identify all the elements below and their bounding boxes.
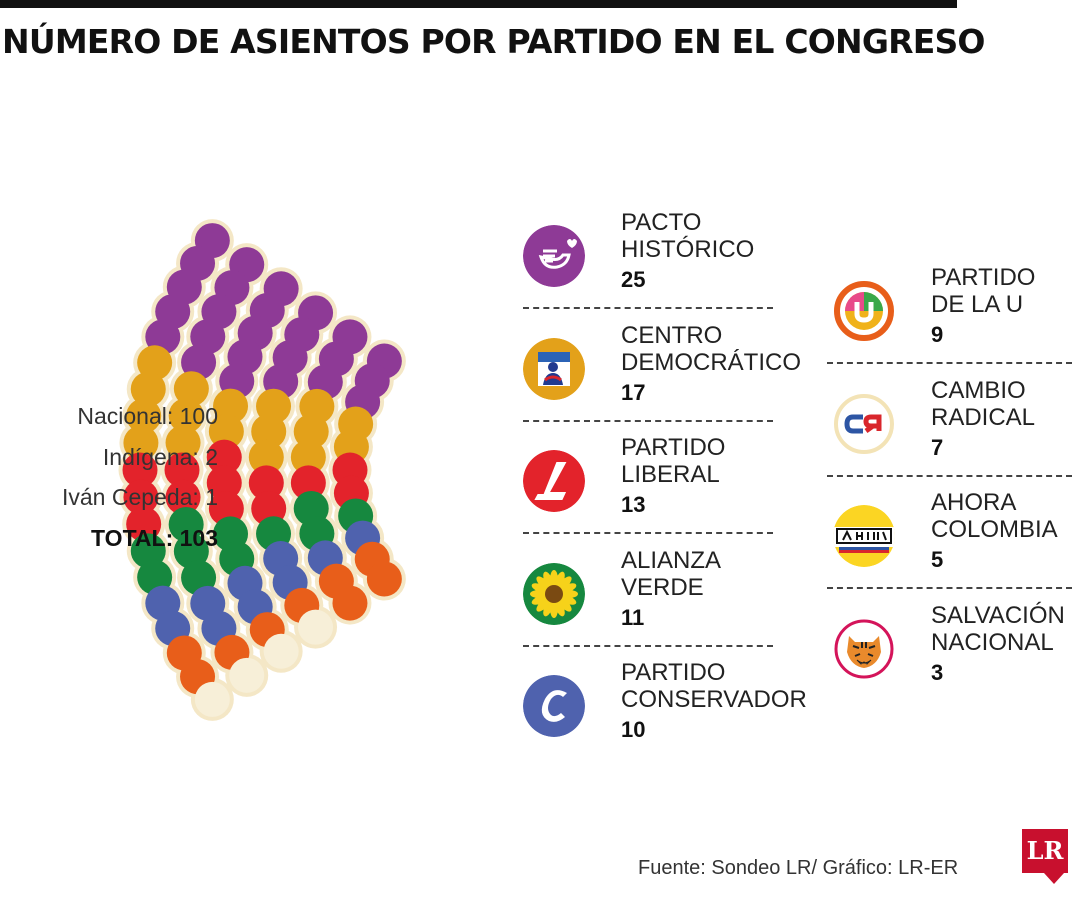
total-cepeda: Iván Cepeda: 1 [61,484,218,510]
legend-item-salvacion-nacional: SALVACIÓN NACIONAL 3 [833,602,1080,702]
u-icon [833,280,895,342]
legend-seat-count: 5 [931,547,944,572]
source-note: Fuente: Sondeo LR/ Gráfico: LR-ER [638,857,959,879]
legend-seat-count: 13 [621,492,646,517]
seat-centro-democratico [126,398,162,434]
legend-divider [523,644,773,647]
seat-centro-democratico [293,414,329,450]
legend-party-name: PARTIDO DE LA U [931,264,1036,318]
seat-alianza-verde [130,533,166,569]
cr-icon [833,392,895,455]
seat-centro-democratico [208,413,244,449]
lr-logo: LR [1022,829,1068,873]
legend-seat-count: 11 [621,604,645,630]
seat-partido-liberal [206,439,242,475]
legend-item-alianza-verde: ALIANZA VERDE 11 [523,547,783,647]
seat-partido-liberal [290,465,326,501]
seat-partido-liberal [164,452,200,488]
seat-centro-democratico [173,371,209,407]
seat-centro-democratico [251,414,287,450]
figure-icon [523,337,585,400]
seat-centro-democratico [165,425,201,461]
legend-item-pacto-historico: PACTO HISTÓRICO 25 [523,209,783,309]
legend-seat-count: 7 [931,434,944,460]
legend-party-name: CAMBIO RADICAL [931,376,1036,431]
legend-divider [523,532,773,534]
seat-partido-liberal [165,479,201,515]
tiger-icon [833,617,895,680]
seat-cambio-radical [298,609,334,645]
legend-seat-count: 9 [931,322,944,347]
seat-cambio-radical [263,633,299,669]
seat-centro-democratico [137,345,173,381]
seat-partido-liberal [248,465,284,501]
legend-item-partido-liberal: PARTIDO LIBERAL 13 [523,434,783,534]
seat-partido-liberal [122,452,158,488]
legend-item-partido-conservador: PARTIDO CONSERVADOR 10 [523,659,807,759]
total-seats: TOTAL: 103 [91,524,218,551]
seat-partido-liberal [126,506,162,542]
legend-item-partido-de-la-u: PARTIDO DE LA U 9 [833,264,1080,364]
legend-party-name: CENTRO DEMOCRÁTICO [621,321,801,376]
legend-divider [827,587,1072,589]
legend-seat-count: 10 [621,717,646,742]
sunflower-icon [523,562,585,625]
legend-item-ahora-colombia: AHORA COLOMBIA 5 [833,489,1080,589]
dove-icon [523,225,585,287]
seat-centro-democratico [290,439,326,475]
seat-cambio-radical [194,681,230,717]
parliament-chart [118,219,406,721]
chart-title: NÚMERO DE ASIENTOS POR PARTIDO EN EL CON… [2,22,985,61]
total-indigena: Indígena: 2 [102,443,218,470]
l-icon [523,450,585,512]
legend-divider [523,419,773,422]
legend-party-name: SALVACIÓN NACIONAL [931,601,1065,656]
legend-divider [523,307,773,309]
top-rule [0,0,957,8]
legend-party-name: PARTIDO LIBERAL [621,434,726,488]
seat-centro-democratico [168,398,204,434]
seat-totals: Nacional: 100 Indígena: 2 Iván Cepeda: 1… [20,396,218,558]
legend-seat-count: 3 [931,659,944,685]
legend-party-name: PACTO HISTÓRICO [621,209,755,263]
seat-partido-liberal [206,465,242,501]
legend-party-name: AHORA COLOMBIA [931,489,1058,543]
seat-partido-de-la-u [366,561,402,597]
seat-partido-liberal [123,479,159,515]
seat-partido-de-la-u [332,585,368,621]
legend-divider [827,474,1072,477]
legend-seat-count: 17 [621,379,646,405]
legend-item-centro-democratico: CENTRO DEMOCRÁTICO 17 [523,322,801,422]
seat-cambio-radical [229,657,265,693]
legend-seat-count: 25 [621,267,646,292]
seat-alianza-verde [168,506,204,542]
legend-item-cambio-radical: CAMBIO RADICAL 7 [833,377,1080,477]
seat-centro-democratico [248,439,284,475]
seat-pacto-historico [181,344,217,380]
ahora-icon [833,505,895,567]
seat-alianza-verde [173,533,209,569]
legend-party-name: PARTIDO CONSERVADOR [621,659,807,713]
c-icon [523,675,585,737]
seat-centro-democratico [130,371,166,407]
legend-party-name: ALIANZA VERDE [621,546,722,601]
total-nacional: Nacional: 100 [77,403,218,429]
legend-divider [827,362,1072,364]
seat-centro-democratico [123,425,159,461]
lr-logo-tail [1044,873,1064,884]
